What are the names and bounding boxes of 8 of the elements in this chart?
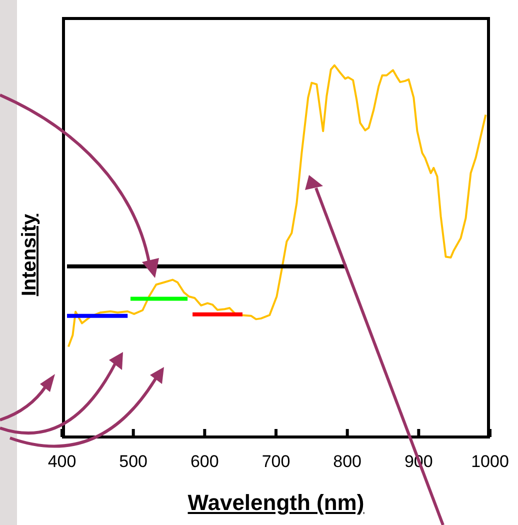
x-tick-label: 1000 (471, 452, 509, 472)
x-tick-label: 400 (48, 452, 76, 472)
x-axis-title: Wavelength (nm) (186, 490, 366, 516)
x-tick-label: 800 (333, 452, 362, 472)
x-tick-label: 500 (119, 452, 148, 472)
x-tick-label: 700 (262, 452, 290, 472)
x-tick-label: 600 (190, 452, 219, 472)
y-axis-title: Intensity (18, 214, 42, 296)
